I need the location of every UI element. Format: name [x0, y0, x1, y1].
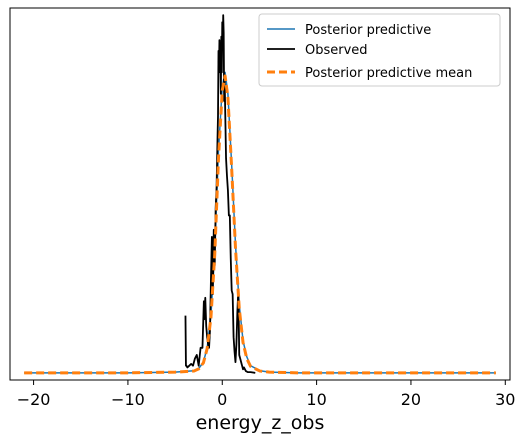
plot-frame [9, 7, 511, 381]
x-tick-label: 30 [495, 390, 515, 409]
legend-frame [258, 13, 501, 87]
x-tick-label: 20 [401, 390, 421, 409]
legend: Posterior predictive Observed Posterior … [258, 13, 501, 87]
x-tick-label: −10 [111, 390, 145, 409]
x-tick-label: 10 [306, 390, 326, 409]
legend-label-observed: Observed [305, 43, 368, 58]
x-axis-ticks: −20 −10 0 10 20 30 [17, 380, 515, 409]
series-line-observed [184, 14, 256, 374]
x-tick-label: −20 [17, 390, 51, 409]
series-line-posterior-predictive [24, 71, 496, 374]
legend-label-posterior-predictive: Posterior predictive [305, 23, 431, 38]
legend-label-posterior-predictive-mean: Posterior predictive mean [305, 66, 472, 81]
x-axis-label: energy_z_obs [196, 412, 325, 434]
x-tick-label: 0 [217, 390, 227, 409]
series-line-posterior-predictive-mean [24, 74, 496, 375]
plot-lines [24, 14, 496, 375]
